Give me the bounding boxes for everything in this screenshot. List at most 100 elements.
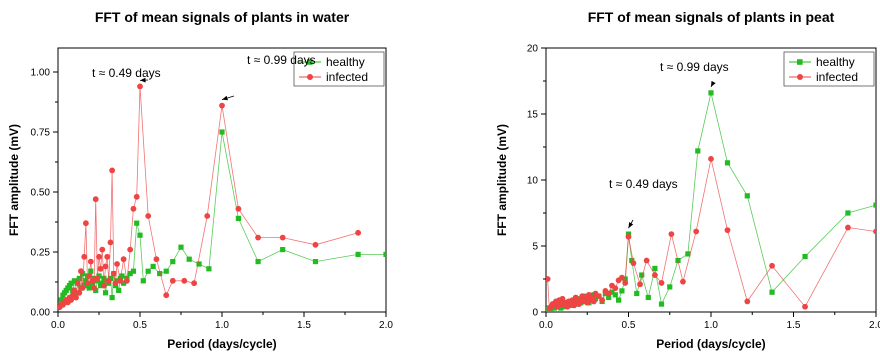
- data-point-healthy: [137, 232, 143, 238]
- data-point-healthy: [71, 278, 77, 284]
- data-point-healthy: [355, 251, 361, 257]
- data-point-infected: [109, 167, 116, 174]
- data-point-infected: [117, 277, 124, 284]
- plot-frame: [57, 47, 387, 313]
- data-point-healthy: [81, 283, 87, 289]
- data-point-healthy: [170, 259, 176, 265]
- data-point-infected: [559, 295, 566, 302]
- data-point-infected: [71, 287, 78, 294]
- data-point-infected: [84, 280, 91, 287]
- data-point-infected: [133, 193, 140, 200]
- data-point-healthy: [845, 210, 851, 216]
- y-tick-label: 5: [532, 242, 538, 253]
- data-point-infected: [652, 272, 658, 278]
- data-point-healthy: [383, 251, 386, 257]
- data-point-healthy: [88, 268, 94, 274]
- chart-title: FFT of mean signals of plants in water: [95, 9, 350, 25]
- data-point-infected: [127, 246, 134, 253]
- data-point-healthy: [83, 278, 89, 284]
- chart-panel-water: FFT of mean signals of plants in water 0.…: [7, 9, 393, 351]
- data-point-healthy: [206, 266, 212, 272]
- data-point-healthy: [685, 251, 691, 257]
- data-point-healthy: [140, 278, 146, 284]
- data-point-healthy: [163, 268, 169, 274]
- data-point-healthy: [708, 90, 714, 96]
- data-point-infected: [219, 102, 225, 109]
- legend-label-infected: infected: [816, 70, 858, 84]
- data-point-infected: [595, 293, 602, 300]
- data-point-infected: [137, 83, 143, 90]
- data-point-infected: [680, 278, 686, 285]
- data-point-infected: [114, 261, 120, 267]
- data-point-healthy: [667, 284, 673, 290]
- data-point-healthy: [592, 296, 599, 302]
- data-point-infected: [92, 196, 99, 203]
- data-point-healthy: [619, 288, 625, 294]
- data-point-healthy: [86, 285, 92, 291]
- data-point-infected: [104, 253, 111, 260]
- y-tick-label: 0.75: [31, 128, 51, 139]
- data-point-infected: [643, 257, 650, 264]
- data-point-healthy: [873, 202, 876, 208]
- data-point-healthy: [150, 263, 156, 269]
- data-point-healthy: [235, 215, 241, 221]
- data-point-healthy: [652, 265, 658, 272]
- series-line-infected: [547, 158, 876, 309]
- data-point-infected: [181, 277, 188, 284]
- data-point-healthy: [114, 278, 120, 284]
- y-tick-label: 0.25: [31, 248, 51, 259]
- x-tick-label: 2.0: [379, 320, 393, 331]
- data-point-infected: [769, 262, 775, 269]
- data-point-healthy: [80, 271, 86, 277]
- y-tick-label: 20: [527, 44, 539, 55]
- data-point-infected: [81, 253, 88, 260]
- data-point-infected: [658, 280, 665, 286]
- data-point-healthy: [130, 268, 137, 274]
- chart-title: FFT of mean signals of plants in peat: [588, 9, 835, 25]
- x-tick-label: 0.0: [51, 320, 65, 331]
- x-tick-label: 0.5: [622, 320, 636, 331]
- series-line-infected: [59, 86, 359, 308]
- data-point-healthy: [802, 253, 808, 260]
- data-point-healthy: [724, 160, 731, 166]
- data-point-healthy: [634, 290, 640, 297]
- data-point-infected: [744, 298, 751, 305]
- data-point-infected: [123, 277, 130, 284]
- data-point-healthy: [109, 295, 115, 301]
- data-point-infected: [355, 229, 362, 236]
- data-point-healthy: [145, 268, 151, 274]
- data-point-healthy: [255, 259, 261, 265]
- data-point-healthy: [280, 247, 286, 253]
- data-point-infected: [73, 294, 79, 301]
- y-tick-label: 0: [532, 308, 538, 319]
- data-point-healthy: [107, 275, 114, 281]
- data-point-healthy: [196, 261, 202, 267]
- data-point-healthy: [639, 272, 645, 278]
- data-point-infected: [82, 220, 89, 227]
- data-point-healthy: [68, 280, 74, 286]
- data-point-healthy: [76, 275, 82, 281]
- data-point-healthy: [769, 289, 775, 295]
- y-tick-label: 15: [527, 110, 539, 121]
- data-point-infected: [255, 234, 261, 241]
- data-point-healthy: [73, 290, 79, 296]
- legend-marker-healthy: [797, 59, 803, 65]
- data-point-infected: [97, 265, 104, 272]
- data-point-infected: [102, 263, 109, 270]
- legend-label-healthy: healthy: [816, 55, 855, 69]
- data-point-infected: [605, 290, 612, 297]
- data-point-healthy: [96, 273, 102, 279]
- data-point-healthy: [121, 280, 127, 286]
- y-axis-label: FFT amplitude (mV): [7, 124, 21, 236]
- x-tick-label: 1.0: [704, 320, 718, 331]
- data-point-healthy: [612, 292, 618, 298]
- data-point-healthy: [744, 193, 750, 199]
- data-point-infected: [99, 246, 106, 253]
- data-point-healthy: [58, 297, 64, 303]
- annotation-label: t ≈ 0.49 days: [92, 66, 161, 80]
- data-point-infected: [622, 280, 629, 286]
- data-point-infected: [76, 289, 83, 296]
- data-point-healthy: [116, 287, 122, 293]
- data-point-healthy: [219, 129, 225, 135]
